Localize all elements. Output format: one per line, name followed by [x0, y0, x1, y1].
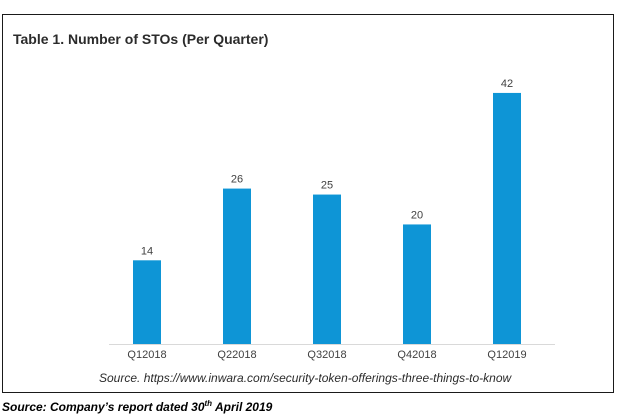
bar-chart: 14 Q12018 26 Q22018 25 Q32018 20 Q42018 42 Q12019: [109, 78, 555, 361]
chart-frame: Table 1. Number of STOs (Per Quarter) 14…: [2, 14, 614, 393]
company-source-note: Source: Company’s report dated 30th Apri…: [2, 399, 272, 414]
x-tick-label-Q32018: Q32018: [307, 349, 346, 361]
data-label-Q42018: 20: [411, 209, 423, 221]
x-tick-label-Q12019: Q12019: [487, 349, 526, 361]
bar-Q12018: [133, 260, 161, 344]
source-note: Source. https://www.inwara.com/security-…: [99, 371, 512, 385]
data-label-Q12018: 14: [141, 245, 153, 257]
bar-Q12019: [493, 92, 521, 344]
chart-title: Table 1. Number of STOs (Per Quarter): [13, 31, 269, 47]
company-source-superscript: th: [204, 399, 213, 408]
data-label-Q12019: 42: [501, 78, 513, 90]
bar-Q32018: [313, 194, 341, 344]
x-tick-label-Q12018: Q12018: [127, 349, 166, 361]
bar-Q42018: [403, 224, 431, 344]
company-source-suffix: April 2019: [212, 400, 273, 414]
data-label-Q32018: 25: [321, 180, 333, 192]
data-label-Q22018: 26: [231, 174, 243, 186]
x-tick-label-Q22018: Q22018: [217, 349, 256, 361]
bar-Q22018: [223, 188, 251, 344]
x-tick-label-Q42018: Q42018: [397, 349, 436, 361]
company-source-prefix: Source: Company’s report dated 30: [2, 400, 205, 414]
